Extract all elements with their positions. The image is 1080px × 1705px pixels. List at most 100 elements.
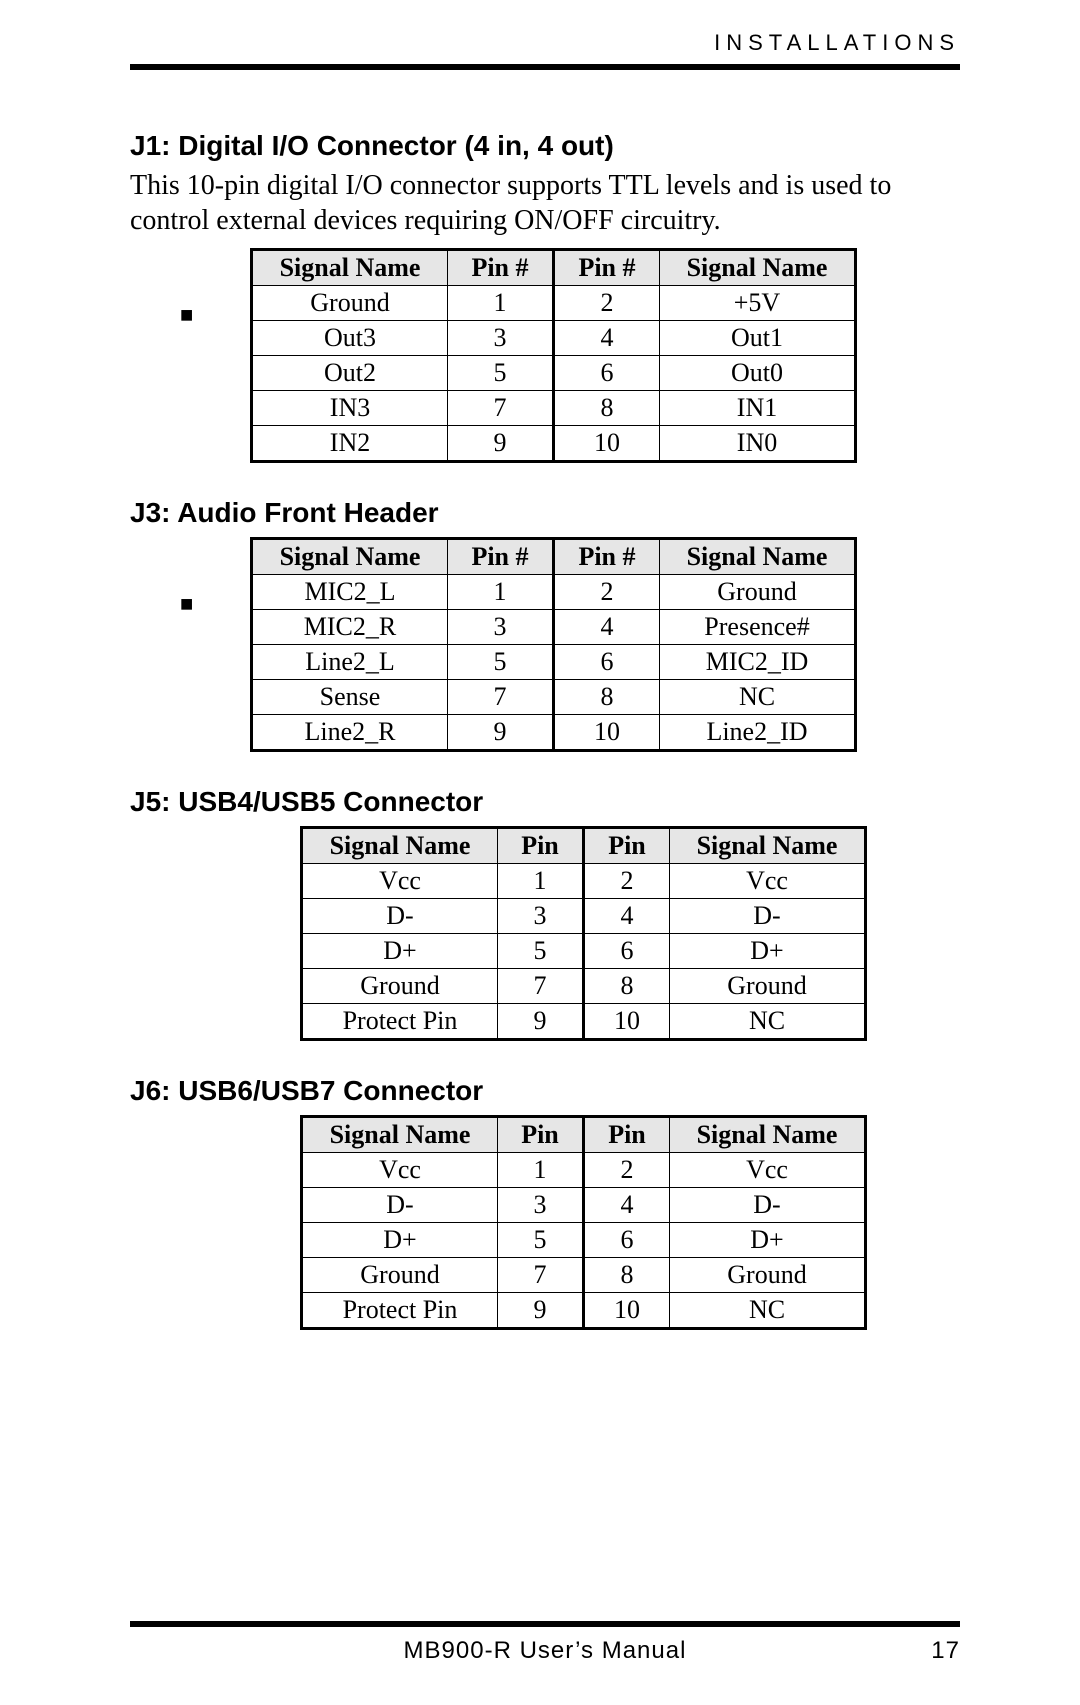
pin-table-cell: 1 [498,864,584,899]
pin-table-cell: +5V [660,286,856,321]
table-row: Vcc12Vcc [302,1153,866,1188]
pin-table-cell: 6 [584,934,670,969]
pin-table-cell: Out2 [252,356,448,391]
pin-table: Signal NamePinPinSignal NameVcc12VccD-34… [300,826,867,1041]
pin-table-cell: D+ [302,934,498,969]
pin-table-cell: 4 [554,610,660,645]
manual-title: MB900-R User’s Manual [404,1637,687,1665]
pin-table-cell: 8 [584,969,670,1004]
pin-table-cell: 1 [498,1153,584,1188]
pin-table-cell: D- [670,1188,866,1223]
table-row: MIC2_L12Ground [252,575,856,610]
pin-table-cell: 7 [448,680,554,715]
pin-table-cell: MIC2_R [252,610,448,645]
pin-table-cell: Line2_ID [660,715,856,751]
pin-table-cell: Ground [670,1258,866,1293]
pin-table: Signal NamePin #Pin #Signal NameGround12… [250,248,857,463]
pin-table-cell: 7 [498,969,584,1004]
pin-table-cell: D- [302,1188,498,1223]
section-heading: J1: Digital I/O Connector (4 in, 4 out) [130,130,960,162]
pin-table-header-cell: Pin # [554,250,660,286]
pin-table-wrap: ■Signal NamePin #Pin #Signal NameGround1… [250,248,960,463]
pin1-marker: ■ [180,591,193,617]
pin-table-cell: 4 [554,321,660,356]
pin-table-cell: NC [660,680,856,715]
pin-table-header-cell: Pin # [448,250,554,286]
pin-table-header-cell: Pin [498,828,584,864]
pin-table-cell: Ground [252,286,448,321]
pin-table-cell: 9 [498,1293,584,1329]
pin-table-cell: 7 [498,1258,584,1293]
pin-table-cell: Ground [670,969,866,1004]
table-row: Ground78Ground [302,969,866,1004]
pin-table-cell: 5 [448,645,554,680]
running-head: INSTALLATIONS [130,30,960,56]
pin-table-cell: 5 [448,356,554,391]
bottom-rule [130,1621,960,1627]
pin-table-cell: Protect Pin [302,1004,498,1040]
pin-table-header-cell: Signal Name [660,250,856,286]
pin-table-wrap: ■Signal NamePin #Pin #Signal NameMIC2_L1… [250,537,960,752]
pin-table-cell: Out3 [252,321,448,356]
pin-table-header-cell: Pin [584,1117,670,1153]
pin-table-cell: 7 [448,391,554,426]
pin-table-cell: 2 [554,575,660,610]
pin-table-header-cell: Signal Name [660,539,856,575]
section-heading: J3: Audio Front Header [130,497,960,529]
table-row: Sense78NC [252,680,856,715]
pin-table-cell: 9 [448,715,554,751]
pin-table-cell: Out0 [660,356,856,391]
pin-table-cell: D+ [302,1223,498,1258]
pin-table-cell: 4 [584,899,670,934]
table-row: D-34D- [302,899,866,934]
table-row: Line2_L56MIC2_ID [252,645,856,680]
pin-table-cell: 5 [498,934,584,969]
pin-table-cell: Sense [252,680,448,715]
section-heading: J6: USB6/USB7 Connector [130,1075,960,1107]
pin-table-cell: 3 [448,321,554,356]
pin-table-cell: 8 [554,391,660,426]
pin-table-header-cell: Signal Name [252,250,448,286]
pin-table-cell: Out1 [660,321,856,356]
pin-table-cell: Vcc [670,1153,866,1188]
pin-table-header-cell: Signal Name [252,539,448,575]
table-row: D+56D+ [302,934,866,969]
pin-table-cell: Line2_R [252,715,448,751]
pin-table-cell: 3 [498,899,584,934]
pin-table-cell: MIC2_ID [660,645,856,680]
pin-table-wrap: Signal NamePinPinSignal NameVcc12VccD-34… [300,826,960,1041]
pin-table-cell: NC [670,1004,866,1040]
pin-table-wrap: Signal NamePinPinSignal NameVcc12VccD-34… [300,1115,960,1330]
pin-table-cell: D- [302,899,498,934]
pin-table-cell: Vcc [302,864,498,899]
pin-table-cell: Ground [660,575,856,610]
table-row: MIC2_R34Presence# [252,610,856,645]
pin-table-cell: D+ [670,1223,866,1258]
pin-table-cell: 2 [554,286,660,321]
table-row: IN378IN1 [252,391,856,426]
table-row: D-34D- [302,1188,866,1223]
pin-table-cell: 9 [498,1004,584,1040]
pin-table-cell: 3 [498,1188,584,1223]
pin-table-cell: IN0 [660,426,856,462]
table-row: IN2910IN0 [252,426,856,462]
pin-table-cell: 3 [448,610,554,645]
pin-table-cell: 5 [498,1223,584,1258]
pin-table-cell: 10 [554,715,660,751]
table-row: D+56D+ [302,1223,866,1258]
pin-table-header-cell: Signal Name [302,1117,498,1153]
pin-table-cell: 1 [448,286,554,321]
pin-table-cell: 8 [584,1258,670,1293]
pin-table-cell: 10 [584,1293,670,1329]
pin-table-cell: 9 [448,426,554,462]
pin-table-cell: 6 [554,645,660,680]
pin-table-cell: Ground [302,969,498,1004]
table-row: Out256Out0 [252,356,856,391]
pin-table-cell: 6 [554,356,660,391]
pin-table-header-cell: Pin [584,828,670,864]
pin-table-cell: IN3 [252,391,448,426]
pin-table-header-cell: Pin [498,1117,584,1153]
table-row: Ground78Ground [302,1258,866,1293]
table-row: Protect Pin910NC [302,1004,866,1040]
pin-table: Signal NamePinPinSignal NameVcc12VccD-34… [300,1115,867,1330]
